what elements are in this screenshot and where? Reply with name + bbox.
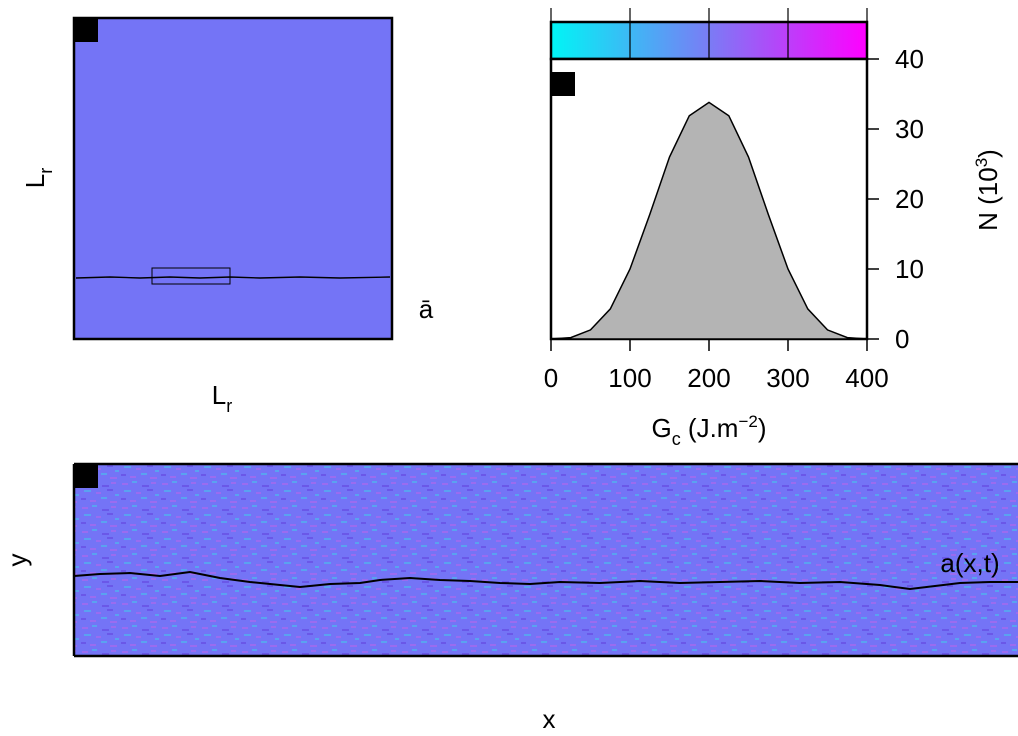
panel-b-x-ticks: 0 100 200 300 400 bbox=[544, 339, 889, 393]
panel-b-ylabel: N (103) bbox=[972, 149, 1003, 231]
panel-b: 0 100 200 300 400 0 10 20 30 40 b Gc (J.m−2) N (… bbox=[544, 8, 1003, 449]
panel-c-label: c bbox=[81, 463, 92, 488]
panel-b-label-box bbox=[551, 72, 575, 96]
panel-a-xlabel: Lr bbox=[212, 380, 232, 416]
panel-c: c a(x,t) x y bbox=[2, 462, 1018, 734]
panel-c-ylabel: y bbox=[2, 554, 32, 567]
panel-a-ylabel: Lr bbox=[20, 168, 56, 188]
x-tick-label: 400 bbox=[845, 363, 888, 393]
panel-c-xlabel: x bbox=[543, 704, 556, 734]
panel-b-xlabel: Gc (J.m−2) bbox=[651, 412, 766, 449]
panel-c-field bbox=[74, 464, 1018, 656]
x-tick-label: 0 bbox=[544, 363, 558, 393]
panel-a-front-label: ā bbox=[419, 294, 434, 324]
panel-a-field bbox=[72, 16, 394, 341]
x-tick-label: 200 bbox=[687, 363, 730, 393]
panel-c-label-box bbox=[74, 464, 98, 488]
y-tick-label: 40 bbox=[895, 44, 924, 74]
y-tick-label: 30 bbox=[895, 114, 924, 144]
panel-a-crack-front bbox=[75, 276, 391, 279]
y-tick-label: 0 bbox=[895, 324, 909, 354]
panel-a-label: a bbox=[80, 17, 93, 42]
x-tick-label: 100 bbox=[608, 363, 651, 393]
panel-b-y-ticks: 0 10 20 30 40 bbox=[867, 44, 924, 354]
panel-a-zoom-box bbox=[151, 267, 231, 285]
histogram-area bbox=[550, 101, 868, 340]
y-tick-label: 10 bbox=[895, 254, 924, 284]
panel-b-label: b bbox=[557, 71, 569, 96]
y-tick-label: 20 bbox=[895, 184, 924, 214]
panel-a-label-box bbox=[74, 18, 98, 42]
panel-c-crack-front bbox=[73, 570, 1018, 591]
x-tick-label: 300 bbox=[766, 363, 809, 393]
panel-a: a Lr Lr ā bbox=[20, 16, 434, 416]
panel-c-front-label: a(x,t) bbox=[940, 548, 999, 578]
colorbar-ticks bbox=[550, 8, 868, 59]
